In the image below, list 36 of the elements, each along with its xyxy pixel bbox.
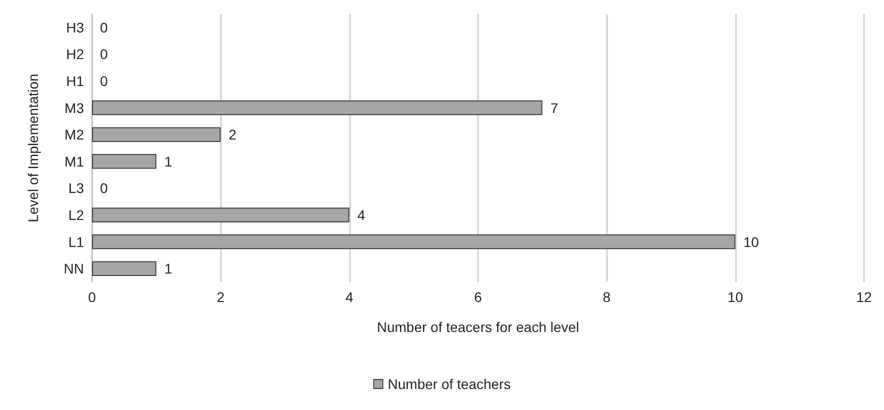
y-tick-label: M1 [64,153,84,170]
y-axis-title: Level of Implementation [25,74,41,222]
x-tick-label: 6 [474,289,482,305]
x-tick-label: 4 [345,289,354,305]
x-tick-label: 0 [88,289,96,305]
bar [92,234,736,250]
y-tick-label: H2 [66,46,84,62]
data-label: 0 [100,73,108,89]
data-label: 4 [357,207,366,223]
data-label: 10 [743,234,760,250]
bar [92,100,542,116]
x-tick-label: 12 [856,289,872,305]
y-tick-label: M3 [64,100,84,116]
data-label: 1 [164,153,172,170]
y-tick-label: M2 [64,126,84,143]
bar [92,154,156,169]
legend-label: Number of teachers [388,376,511,392]
y-tick-label: L1 [68,234,84,250]
data-label: 0 [100,19,108,36]
bar [92,127,221,142]
data-label: 1 [164,260,172,277]
y-tick-label: H3 [66,19,84,36]
y-tick-label: L2 [68,207,84,223]
data-label: 2 [228,126,237,143]
y-tick-label: H1 [66,73,84,89]
bar [92,261,156,276]
x-tick-label: 2 [216,289,225,305]
y-tick-label: NN [64,260,84,277]
data-label: 0 [100,46,108,62]
x-axis-title: Number of teacers for each level [376,319,580,335]
x-tick-label: 8 [602,289,611,305]
bar [92,208,350,222]
y-tick-label: L3 [68,180,84,196]
data-label: 7 [550,100,558,116]
data-label: 0 [100,180,108,196]
x-tick-label: 10 [728,289,744,305]
